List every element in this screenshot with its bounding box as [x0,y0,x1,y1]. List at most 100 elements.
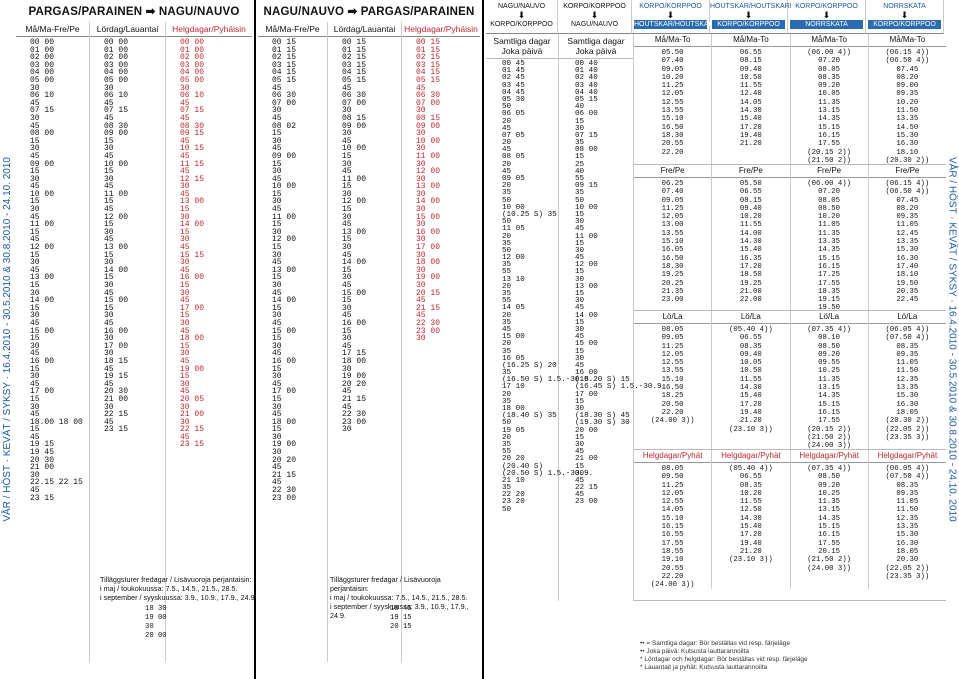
departure-list: (07.35 4)) 08.10 08.50 09.20 09.55 10.25 11.35… [791,324,868,449]
departure-time: 18.05 [896,408,919,417]
stop-header: KORPO/KORPPOO ⬇ NORRSKATA [788,0,866,34]
day-title: Fre/Pe [868,165,946,178]
departure-time: (06.05 4)) [885,465,930,473]
departure-time: 08.05 [818,196,841,205]
departure-time: 08.05 [818,65,841,74]
departure-time: 15 00 [416,212,441,222]
timetable-column: Må/Ma-Fre/Pe 00 00 01 00 02 00 03 00 04 00 05 … [16,22,90,662]
departure-time: 45 [30,212,40,222]
departure-time: 10.20 [661,73,684,82]
departure-time: 10.20 [896,98,919,107]
stop-header: KORPO/KORPPOO ⬇ HOUTSKAR/HOUTSKARI [632,0,716,34]
departure-time: 11.50 [896,107,919,116]
departure-time: 20 [502,311,512,320]
departure-time: 45 [30,235,40,245]
departure-time: 11.35 [818,375,841,384]
departure-time: 13.15 [818,384,841,393]
departure-time: 20 [502,182,512,191]
departure-time: 08.35 [896,342,919,351]
departure-time: 15.10 [661,514,684,523]
departure-time: 30 [180,402,190,412]
departure-time: 22.20 [661,408,684,417]
departure-time: 15 [30,250,40,260]
departure-time: 09.20 [818,481,841,490]
departure-time: 15 [104,273,114,283]
departure-time: 55 [502,448,512,457]
departure-time: 45 [104,151,114,161]
departure-time: 16.50 [661,254,684,263]
departure-time: 23 00 [575,498,598,507]
departure-time: 30 [180,235,190,245]
departure-time: 45 [575,448,585,457]
departure-time: 15 [30,227,40,237]
departure-time: 22 30 [342,410,367,420]
departure-time: 05 30 [502,95,525,104]
departure-time: 45 [30,379,40,389]
departure-time: 45 [342,83,352,93]
departure-time: 00 15 [342,38,367,47]
departure-time: 14 00 [416,197,441,207]
departure-time: 13 00 [342,227,367,237]
departure-time: (07.35 4)) [807,465,852,473]
departure-time: 17 00 [30,387,55,397]
departure-time: 17 10 [502,383,525,392]
departure-time: 12.55 [661,498,684,507]
departure-time: 15 [272,334,282,344]
departure-time: 16 00 [180,273,205,283]
departure-time: 15.40 [739,523,762,532]
departure-time: 17 00 [575,390,598,399]
departure-time: 21 15 [416,303,441,313]
departure-time: 16.15 [661,523,684,532]
departure-time: 07 00 [272,98,297,108]
departure-time: 17 00 [416,243,441,253]
legend: •• = Samtliga dagar: Bör beställas vid r… [640,640,940,672]
departure-time: 35 [502,318,512,327]
departure-time: 20 [502,139,512,148]
day-column: Helgdagar/Pyhät (07.35 4)) 08.50 09.20 10.25… [790,450,869,590]
departure-time: 03 00 [30,60,55,70]
departure-time: 16.15 [818,262,841,271]
departure-time: 19.10 [661,556,684,565]
departure-time: 20.55 [661,140,684,149]
departure-time: 15.15 [818,400,841,409]
timetable-column: Helgdagar/Pyhäisin 00 15 01 15 02 15 03 15 04… [402,22,480,662]
departure-time: 30 [342,212,352,222]
departure-time: 11.25 [661,481,684,490]
departure-time: (23.10 3)) [728,556,773,565]
departure-time: 08.10 [818,334,841,343]
departure-time: (24.00 3)) [807,564,852,573]
departure-time: 45 [30,182,40,192]
departure-time: (06.05 4)) [885,326,930,334]
departure-time: 18 00 [416,258,441,268]
departure-time: 22 20 [502,491,525,500]
departure-time: 15 [575,268,585,277]
departure-time: 09.35 [896,213,919,222]
departure-time: 15 [30,425,40,435]
departure-time: (24.00 3)) [650,581,695,590]
departure-time: 12 00 [416,167,441,177]
departure-time: 15 [575,318,585,327]
origin-stop: NORRSKATA [883,3,926,10]
departure-time: 15 [30,334,40,344]
departure-time: 20 05 [180,394,205,404]
departure-time: 30 [342,273,352,283]
departure-time: 13.35 [896,115,919,124]
legend-line: * Lauantait ja pyhät: Kutsusta lauttaran… [640,664,768,671]
departure-time: 16 00 [272,356,297,366]
departure-time: 45 [180,98,190,108]
departure-time: 45 [104,205,114,215]
departure-time: 09.35 [896,489,919,498]
departure-time: 45 [180,136,190,146]
departure-time: 10 00 [575,203,598,212]
day-column: Fre/Pe 05.50 06.55 08.15 09.40 10.20 11.55 14.0… [712,165,791,310]
stop-header: NORRSKATA ⬇ KORPO/KORPPOO [866,0,944,34]
departure-time: (05.40 4)) [728,465,773,473]
departure-time: 45 [272,410,282,420]
departure-time: 30 [104,281,114,290]
departure-time: 14 00 [104,265,129,275]
departure-time: (07.35 4)) [807,326,852,334]
departure-time: 20 20 [272,455,297,465]
departure-time: 21.20 [739,417,762,426]
departure-time: 01 15 [272,45,297,55]
departure-time: 12.05 [661,213,684,222]
